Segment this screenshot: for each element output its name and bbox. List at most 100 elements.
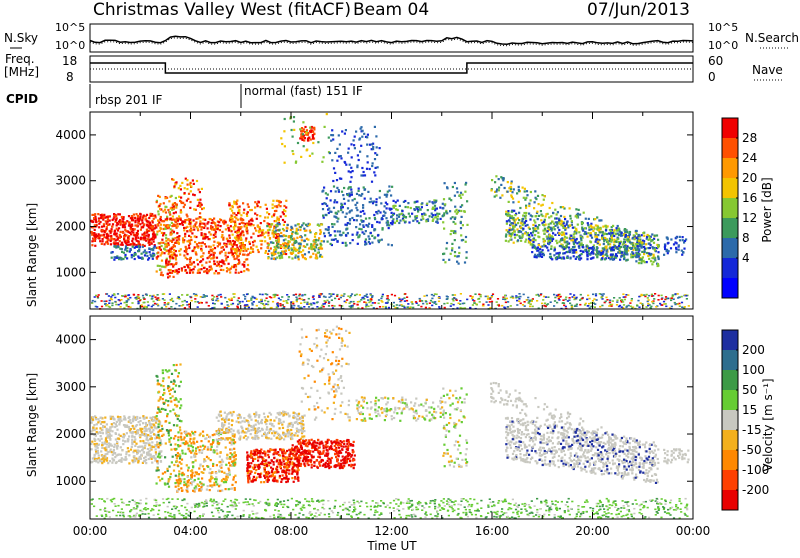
data-cell	[306, 243, 308, 245]
data-cell	[354, 295, 356, 297]
data-cell	[118, 257, 120, 259]
data-cell	[275, 229, 277, 231]
data-cell	[584, 249, 586, 251]
data-cell	[392, 205, 394, 207]
data-cell	[625, 306, 627, 308]
data-cell	[242, 202, 244, 204]
data-cell	[176, 204, 178, 206]
data-cell	[103, 301, 105, 303]
data-cell	[126, 250, 128, 252]
data-cell	[188, 193, 190, 195]
data-cell	[332, 138, 334, 140]
data-cell	[547, 303, 549, 305]
data-cell	[349, 164, 351, 166]
data-cell	[391, 186, 393, 188]
data-cell	[114, 426, 116, 428]
data-cell	[612, 300, 614, 302]
data-cell	[390, 216, 392, 218]
data-cell	[204, 296, 206, 298]
data-cell	[569, 257, 571, 259]
data-cell	[555, 252, 557, 254]
data-cell	[104, 303, 106, 305]
data-cell	[341, 191, 343, 193]
colorbar-tick-label: 8	[742, 231, 750, 245]
data-cell	[290, 226, 292, 228]
data-cell	[545, 224, 547, 226]
data-cell	[90, 443, 92, 445]
data-cell	[333, 223, 335, 225]
data-cell	[183, 206, 185, 208]
data-cell	[94, 301, 96, 303]
data-cell	[324, 235, 326, 237]
data-cell	[334, 235, 336, 237]
data-cell	[562, 302, 564, 304]
data-cell	[188, 247, 190, 249]
data-cell	[266, 208, 268, 210]
data-cell	[385, 217, 387, 219]
data-cell	[374, 302, 376, 304]
data-cell	[386, 302, 388, 304]
data-cell	[235, 214, 237, 216]
data-cell	[518, 189, 520, 191]
data-cell	[569, 303, 571, 305]
data-cell	[101, 243, 103, 245]
data-cell	[288, 296, 290, 298]
data-cell	[98, 444, 100, 446]
data-cell	[171, 219, 173, 221]
data-cell	[362, 210, 364, 212]
data-cell	[220, 247, 222, 249]
data-cell	[459, 307, 461, 309]
data-cell	[180, 188, 182, 190]
data-cell	[651, 263, 653, 265]
data-cell	[685, 295, 687, 297]
data-cell	[217, 245, 219, 247]
data-cell	[176, 232, 178, 234]
data-cell	[599, 244, 601, 246]
data-cell	[406, 307, 408, 309]
data-cell	[371, 165, 373, 167]
data-cell	[228, 298, 230, 300]
data-cell	[156, 270, 158, 272]
data-cell	[612, 225, 614, 227]
data-cell	[375, 201, 377, 203]
data-cell	[514, 221, 516, 223]
data-cell	[129, 243, 131, 245]
data-cell	[142, 434, 144, 436]
data-cell	[157, 224, 159, 226]
data-cell	[208, 256, 210, 258]
data-cell	[216, 298, 218, 300]
data-cell	[151, 238, 153, 240]
data-cell	[674, 241, 676, 243]
data-cell	[256, 305, 258, 307]
data-cell	[167, 303, 169, 305]
data-cell	[541, 303, 543, 305]
data-cell	[233, 256, 235, 258]
data-cell	[541, 245, 543, 247]
data-cell	[599, 231, 601, 233]
data-cell	[162, 274, 164, 276]
data-cell	[594, 306, 596, 308]
data-cell	[133, 450, 135, 452]
data-cell	[571, 305, 573, 307]
data-cell	[252, 224, 254, 226]
data-cell	[610, 230, 612, 232]
data-cell	[328, 212, 330, 214]
data-cell	[201, 250, 203, 252]
data-cell	[302, 255, 304, 257]
data-cell	[201, 188, 203, 190]
data-cell	[322, 190, 324, 192]
data-cell	[136, 232, 138, 234]
data-cell	[93, 217, 95, 219]
data-cell	[497, 298, 499, 300]
data-cell	[399, 301, 401, 303]
data-cell	[242, 219, 244, 221]
data-cell	[215, 231, 217, 233]
data-cell	[117, 293, 119, 295]
data-cell	[177, 223, 179, 225]
data-cell	[130, 422, 132, 424]
data-cell	[624, 296, 626, 298]
data-cell	[115, 218, 117, 220]
data-cell	[171, 225, 173, 227]
data-cell	[336, 201, 338, 203]
data-cell	[588, 218, 590, 220]
